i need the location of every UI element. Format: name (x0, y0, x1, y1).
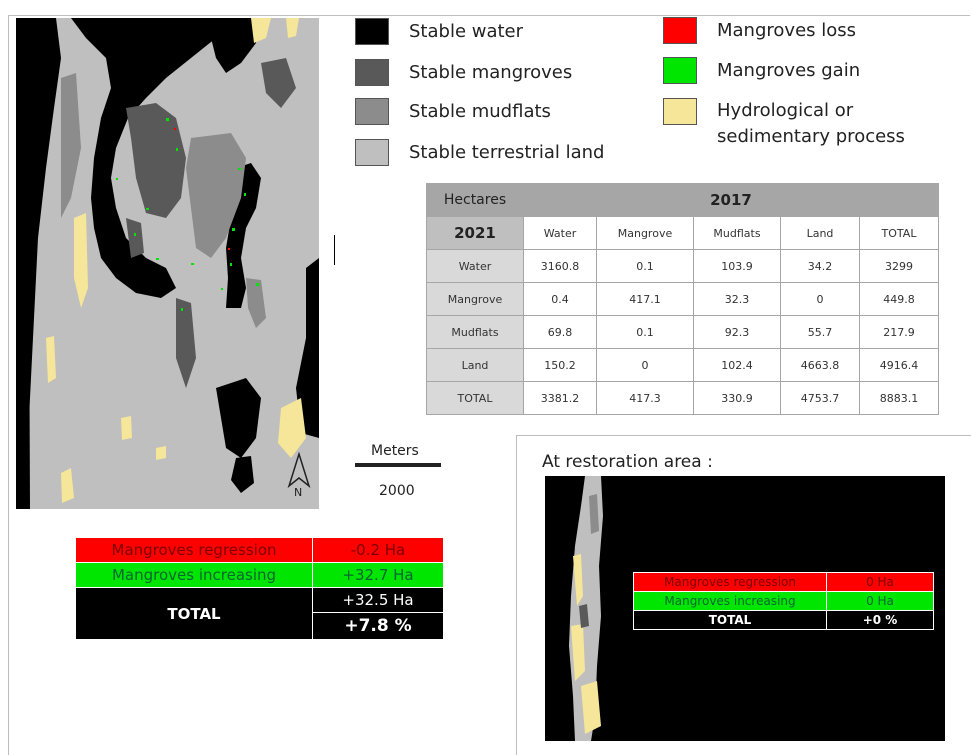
matrix-cell: 0.1 (596, 249, 694, 283)
restoration-regression-value: 0 Ha (826, 572, 934, 592)
matrix-cell: 417.3 (596, 381, 694, 415)
legend-label: Stable mudflats (409, 101, 551, 122)
restoration-summary-table: Mangroves regression 0 Ha Mangroves incr… (633, 572, 934, 630)
restoration-total-value: +0 % (826, 610, 934, 630)
mangroves-loss-swatch (663, 17, 697, 44)
restoration-increasing-label: Mangroves increasing (633, 591, 827, 611)
matrix-row: Mangrove 0.4 417.1 32.3 0 449.8 (426, 282, 939, 316)
legend-label: sedimentary process (717, 126, 905, 147)
matrix-row-label: Mangrove (426, 282, 524, 316)
matrix-corner: Hectares (426, 183, 524, 217)
matrix-cell: 102.4 (693, 348, 781, 382)
mangroves-gain-swatch (663, 57, 697, 84)
legend-stable-mudflats: Stable mudflats (355, 98, 551, 125)
change-matrix-table: Hectares 2017 2021 Water Mangrove Mudfla… (426, 183, 939, 415)
regression-label: Mangroves regression (75, 537, 313, 563)
north-label: N (294, 486, 302, 499)
matrix-cell: 55.7 (780, 315, 860, 349)
scale-unit: Meters (371, 443, 419, 459)
text-cursor (334, 235, 335, 265)
regression-value: -0.2 Ha (312, 537, 444, 563)
matrix-col-header: Mudflats (693, 216, 781, 250)
restoration-title: At restoration area : (542, 452, 713, 472)
matrix-cell: 449.8 (859, 282, 939, 316)
matrix-cell: 34.2 (780, 249, 860, 283)
matrix-row: TOTAL 3381.2 417.3 330.9 4753.7 8883.1 (426, 381, 939, 415)
restoration-frame (516, 435, 971, 755)
matrix-cell: 0.4 (523, 282, 597, 316)
legend-stable-water: Stable water (355, 18, 523, 45)
matrix-col-header: Mangrove (596, 216, 694, 250)
total-pct: +7.8 % (312, 612, 444, 640)
summary-table: Mangroves regression -0.2 Ha Mangroves i… (75, 537, 444, 640)
matrix-cell: 4916.4 (859, 348, 939, 382)
matrix-cell: 92.3 (693, 315, 781, 349)
matrix-cell: 4753.7 (780, 381, 860, 415)
matrix-row-label: TOTAL (426, 381, 524, 415)
matrix-cell: 69.8 (523, 315, 597, 349)
legend-label: Mangroves loss (717, 20, 857, 41)
process-swatch (663, 98, 697, 125)
matrix-cell: 3160.8 (523, 249, 597, 283)
legend-label: Mangroves gain (717, 60, 861, 81)
change-map (16, 18, 319, 509)
figure-frame (8, 15, 970, 755)
legend-process: Hydrological or sedimentary process (663, 98, 905, 150)
legend-mangroves-loss: Mangroves loss (663, 17, 856, 44)
scale-value: 2000 (379, 483, 415, 499)
legend-stable-mangroves: Stable mangroves (355, 59, 572, 86)
increasing-value: +32.7 Ha (312, 562, 444, 588)
legend-label: Stable terrestrial land (409, 142, 605, 163)
legend-mangroves-gain: Mangroves gain (663, 57, 860, 84)
matrix-cell: 32.3 (693, 282, 781, 316)
matrix-col-header: TOTAL (859, 216, 939, 250)
matrix-row-label: Land (426, 348, 524, 382)
total-label: TOTAL (75, 587, 313, 640)
matrix-row: Mudflats 69.8 0.1 92.3 55.7 217.9 (426, 315, 939, 349)
scale-bar: Meters 2000 (355, 443, 445, 503)
legend-label: Stable mangroves (409, 62, 573, 83)
matrix-cell: 417.1 (596, 282, 694, 316)
matrix-cell: 217.9 (859, 315, 939, 349)
matrix-cell: 0 (596, 348, 694, 382)
matrix-cell: 8883.1 (859, 381, 939, 415)
north-arrow-icon: N (287, 452, 311, 499)
matrix-cell: 0.1 (596, 315, 694, 349)
matrix-row-label: Water (426, 249, 524, 283)
matrix-cell: 3299 (859, 249, 939, 283)
restoration-regression-label: Mangroves regression (633, 572, 827, 592)
matrix-row-label: Mudflats (426, 315, 524, 349)
restoration-total-label: TOTAL (633, 610, 827, 630)
legend-stable-land: Stable terrestrial land (355, 139, 605, 166)
matrix-row: Water 3160.8 0.1 103.9 34.2 3299 (426, 249, 939, 283)
matrix-cell: 150.2 (523, 348, 597, 382)
stable-land-swatch (355, 139, 389, 166)
matrix-cell: 3381.2 (523, 381, 597, 415)
matrix-row-year: 2021 (426, 216, 524, 250)
stable-mangroves-swatch (355, 59, 389, 86)
total-ha: +32.5 Ha (312, 587, 444, 613)
legend-label: Hydrological or (717, 100, 854, 121)
matrix-col-year: 2017 (523, 183, 939, 217)
matrix-row: Land 150.2 0 102.4 4663.8 4916.4 (426, 348, 939, 382)
matrix-cell: 103.9 (693, 249, 781, 283)
matrix-col-header: Water (523, 216, 597, 250)
stable-water-swatch (355, 18, 389, 45)
matrix-col-header: Land (780, 216, 860, 250)
legend-label: Stable water (409, 21, 524, 42)
scale-bar-line (355, 463, 441, 467)
matrix-cell: 0 (780, 282, 860, 316)
increasing-label: Mangroves increasing (75, 562, 313, 588)
matrix-cell: 330.9 (693, 381, 781, 415)
restoration-increasing-value: 0 Ha (826, 591, 934, 611)
matrix-cell: 4663.8 (780, 348, 860, 382)
stable-mudflats-swatch (355, 98, 389, 125)
